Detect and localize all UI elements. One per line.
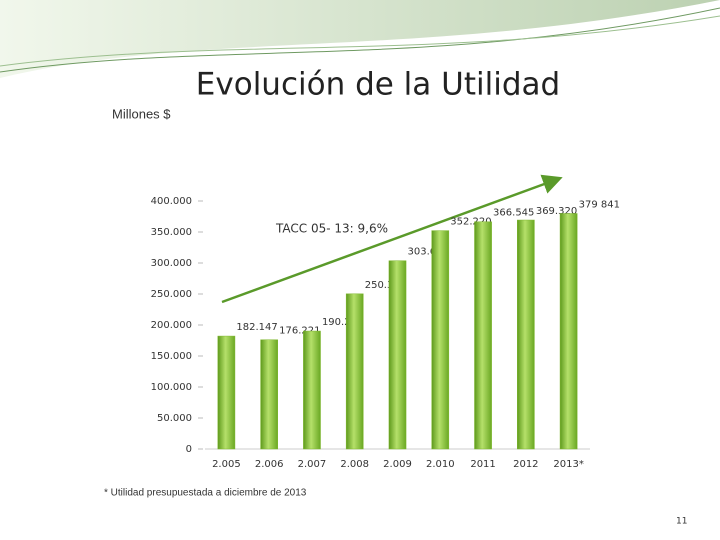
bar xyxy=(474,221,492,450)
x-tick-label: 2.007 xyxy=(298,459,327,470)
y-tick-label: 400.000 xyxy=(151,196,192,207)
y-tick-label: 200.000 xyxy=(151,320,192,331)
y-tick-label: 50.000 xyxy=(157,413,192,424)
bar xyxy=(388,260,407,450)
decoration xyxy=(0,15,720,67)
bar xyxy=(217,335,236,450)
bar xyxy=(345,293,364,450)
x-tick-label: 2012 xyxy=(513,459,538,470)
chart-title: Evolución de la Utilidad xyxy=(196,67,560,103)
y-tick-label: 150.000 xyxy=(151,351,192,362)
x-tick-label: 2.010 xyxy=(426,459,455,470)
y-tick-label: 300.000 xyxy=(151,258,192,269)
annotation: TACC 05- 13: 9,6% xyxy=(275,222,388,236)
trend-arrow xyxy=(221,174,563,304)
y-tick-label: 250.000 xyxy=(151,289,192,300)
bar xyxy=(260,339,278,450)
bar xyxy=(431,230,450,450)
decoration xyxy=(0,7,720,73)
data-label: 379 841 xyxy=(579,199,620,210)
x-tick-label: 2013* xyxy=(553,459,583,470)
data-label: 303.694 xyxy=(408,247,449,258)
x-tick-label: 2.006 xyxy=(255,459,284,470)
x-tick-label: 2011 xyxy=(470,459,495,470)
x-tick-label: 2.005 xyxy=(212,459,241,470)
x-tick-label: 2.008 xyxy=(340,459,369,470)
x-tick-label: 2.009 xyxy=(383,459,412,470)
bar xyxy=(559,213,578,450)
data-label: 352.220 xyxy=(450,217,491,228)
data-label: 369.320 xyxy=(536,206,577,217)
page-number: 11 xyxy=(676,517,687,527)
y-axis-label: Millones $ xyxy=(112,106,171,121)
data-label: 366.545 xyxy=(493,208,534,219)
bar xyxy=(517,219,535,450)
y-tick-label: 0 xyxy=(186,444,192,455)
footnote: * Utilidad presupuestada a diciembre de … xyxy=(104,488,307,499)
data-label: 190.267 xyxy=(322,317,363,328)
y-tick-label: 350.000 xyxy=(151,227,192,238)
y-tick-label: 100.000 xyxy=(151,382,192,393)
data-label: 176.221 xyxy=(279,326,320,337)
decoration xyxy=(0,0,720,78)
bar xyxy=(303,330,321,450)
data-label: 250.310 xyxy=(365,280,406,291)
data-label: 182.147 xyxy=(236,322,277,333)
